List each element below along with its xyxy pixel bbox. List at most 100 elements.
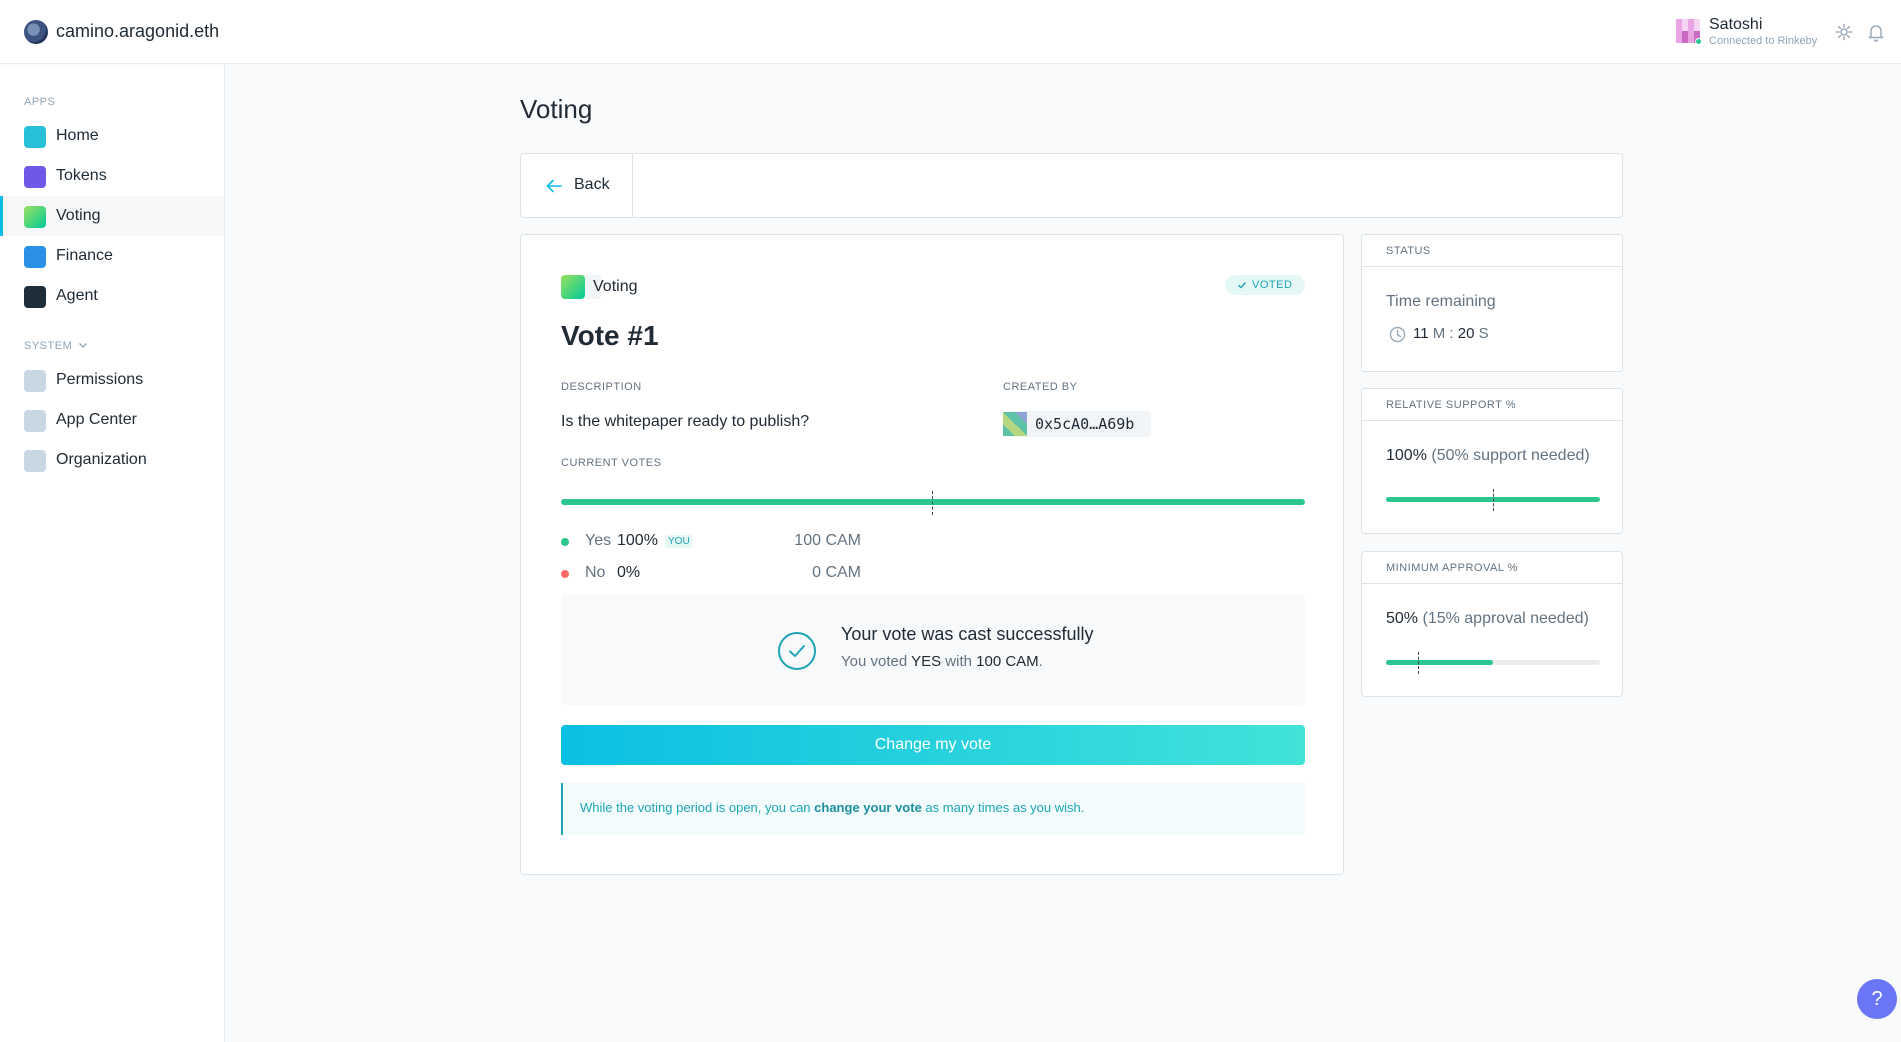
change-vote-button[interactable]: Change my vote: [561, 725, 1305, 765]
no-label: No: [585, 564, 606, 581]
voted-badge: VOTED: [1225, 275, 1305, 295]
permissions-icon: [24, 370, 46, 392]
success-prefix: You voted: [841, 653, 908, 670]
back-label: Back: [574, 176, 610, 193]
creator-address: 0x5cA0…A69b: [1035, 415, 1135, 433]
change-your-vote-link[interactable]: change your vote: [814, 800, 922, 815]
sidebar-item-label: Tokens: [56, 167, 107, 184]
success-subtitle: You voted YES with 100 CAM.: [841, 653, 1043, 670]
chevron-down-icon[interactable]: [78, 340, 88, 350]
approval-text: 50% (15% approval needed): [1386, 610, 1589, 628]
time-remaining-label: Time remaining: [1386, 293, 1496, 310]
app-badge-label: Voting: [593, 278, 638, 295]
approval-title: MINIMUM APPROVAL %: [1386, 562, 1518, 574]
support-needed-marker: [1493, 489, 1494, 511]
approval-needed-marker: [1418, 652, 1419, 674]
success-amount: 100 CAM: [976, 653, 1039, 670]
yes-dot: [561, 538, 569, 546]
approval-header: MINIMUM APPROVAL %: [1362, 552, 1622, 584]
support-needed: (50% support needed): [1431, 447, 1590, 464]
status-header: STATUS: [1362, 235, 1622, 267]
approval-bar-fill: [1386, 660, 1493, 665]
bell-icon[interactable]: [1866, 22, 1886, 42]
back-button[interactable]: Back: [521, 154, 633, 217]
no-vote-row: No 0% 0 CAM: [561, 563, 861, 583]
system-section-label[interactable]: SYSTEM: [24, 340, 73, 352]
status-title: STATUS: [1386, 245, 1431, 257]
approval-needed: (15% approval needed): [1422, 610, 1589, 627]
votes-bar: [561, 499, 1305, 505]
no-percentage: 0%: [617, 564, 641, 581]
sidebar-item-home[interactable]: Home: [0, 116, 224, 156]
connection-status-dot: [1695, 38, 1702, 45]
voted-label: VOTED: [1252, 279, 1293, 291]
sidebar-item-label: Home: [56, 127, 99, 144]
yes-vote-row: Yes 100% YOU 100 CAM: [561, 531, 861, 551]
top-bar: camino.aragonid.eth Satoshi Connected to…: [0, 0, 1901, 64]
sidebar-item-label: Agent: [56, 287, 98, 304]
voting-app-icon: [561, 275, 585, 299]
agent-icon: [24, 286, 46, 308]
sidebar: APPS Home Tokens Voting Finance Agent SY…: [0, 65, 225, 1042]
yes-percentage: 100%: [617, 532, 658, 549]
sidebar-item-agent[interactable]: Agent: [0, 276, 224, 316]
time-seconds: 20: [1457, 325, 1475, 342]
support-text: 100% (50% support needed): [1386, 447, 1590, 465]
vote-card: Voting VOTED Vote #1 DESCRIPTION Is the …: [520, 234, 1344, 875]
sidebar-item-label: Voting: [56, 207, 101, 224]
status-panel: STATUS Time remaining 11 M : 20 S: [1361, 234, 1623, 372]
sidebar-item-tokens[interactable]: Tokens: [0, 156, 224, 196]
time-seconds-unit: S: [1478, 325, 1489, 342]
sidebar-item-label: Organization: [56, 451, 147, 468]
minimum-approval-panel: MINIMUM APPROVAL % 50% (15% approval nee…: [1361, 551, 1623, 697]
time-remaining-value: 11 M : 20 S: [1413, 325, 1489, 342]
current-votes-label: CURRENT VOTES: [561, 457, 662, 469]
description-label: DESCRIPTION: [561, 381, 642, 393]
vote-title: Vote #1: [561, 320, 659, 351]
app-center-icon: [24, 410, 46, 432]
arrow-left-icon: [546, 179, 562, 193]
no-amount: 0 CAM: [812, 564, 861, 581]
info-box: While the voting period is open, you can…: [561, 783, 1305, 835]
org-name[interactable]: camino.aragonid.eth: [56, 21, 220, 41]
success-choice: YES: [911, 653, 942, 670]
sidebar-item-app-center[interactable]: App Center: [0, 400, 224, 440]
vote-description: Is the whitepaper ready to publish?: [561, 413, 810, 430]
page-title: Voting: [520, 94, 593, 124]
info-text: While the voting period is open, you can…: [580, 800, 1084, 815]
yes-label: Yes: [585, 532, 612, 549]
organization-icon: [24, 450, 46, 472]
approval-value: 50%: [1386, 610, 1419, 627]
info-suffix: as many times as you wish.: [925, 800, 1085, 815]
check-icon: [1238, 282, 1247, 289]
gear-icon[interactable]: [1834, 22, 1854, 42]
support-value: 100%: [1386, 447, 1427, 464]
relative-support-panel: RELATIVE SUPPORT % 100% (50% support nee…: [1361, 388, 1623, 534]
sidebar-item-label: Finance: [56, 247, 113, 264]
time-minutes-unit: M: [1432, 325, 1446, 342]
sidebar-item-label: Permissions: [56, 371, 144, 388]
user-network: Connected to Rinkeby: [1709, 35, 1818, 47]
sidebar-item-permissions[interactable]: Permissions: [0, 360, 224, 400]
org-logo-icon[interactable]: [24, 20, 48, 44]
yes-amount: 100 CAM: [794, 532, 861, 549]
clock-icon: [1389, 326, 1406, 343]
sidebar-item-voting[interactable]: Voting: [0, 196, 224, 236]
no-dot: [561, 570, 569, 578]
finance-icon: [24, 246, 46, 268]
apps-section-label: APPS: [24, 96, 56, 108]
success-title: Your vote was cast successfully: [841, 624, 1094, 644]
creator-avatar: [1003, 412, 1027, 436]
creator-identity[interactable]: 0x5cA0…A69b: [1003, 411, 1151, 437]
vote-success-box: Your vote was cast successfully You vote…: [561, 595, 1305, 705]
app-badge: Voting: [561, 275, 637, 299]
time-minutes: 11: [1413, 325, 1429, 342]
voting-icon: [24, 206, 46, 228]
user-name[interactable]: Satoshi: [1709, 16, 1763, 33]
sidebar-item-label: App Center: [56, 411, 137, 428]
help-button[interactable]: ?: [1857, 979, 1897, 1019]
sidebar-item-finance[interactable]: Finance: [0, 236, 224, 276]
you-badge: YOU: [665, 535, 693, 548]
sidebar-item-organization[interactable]: Organization: [0, 440, 224, 480]
support-threshold-marker: [932, 491, 933, 515]
